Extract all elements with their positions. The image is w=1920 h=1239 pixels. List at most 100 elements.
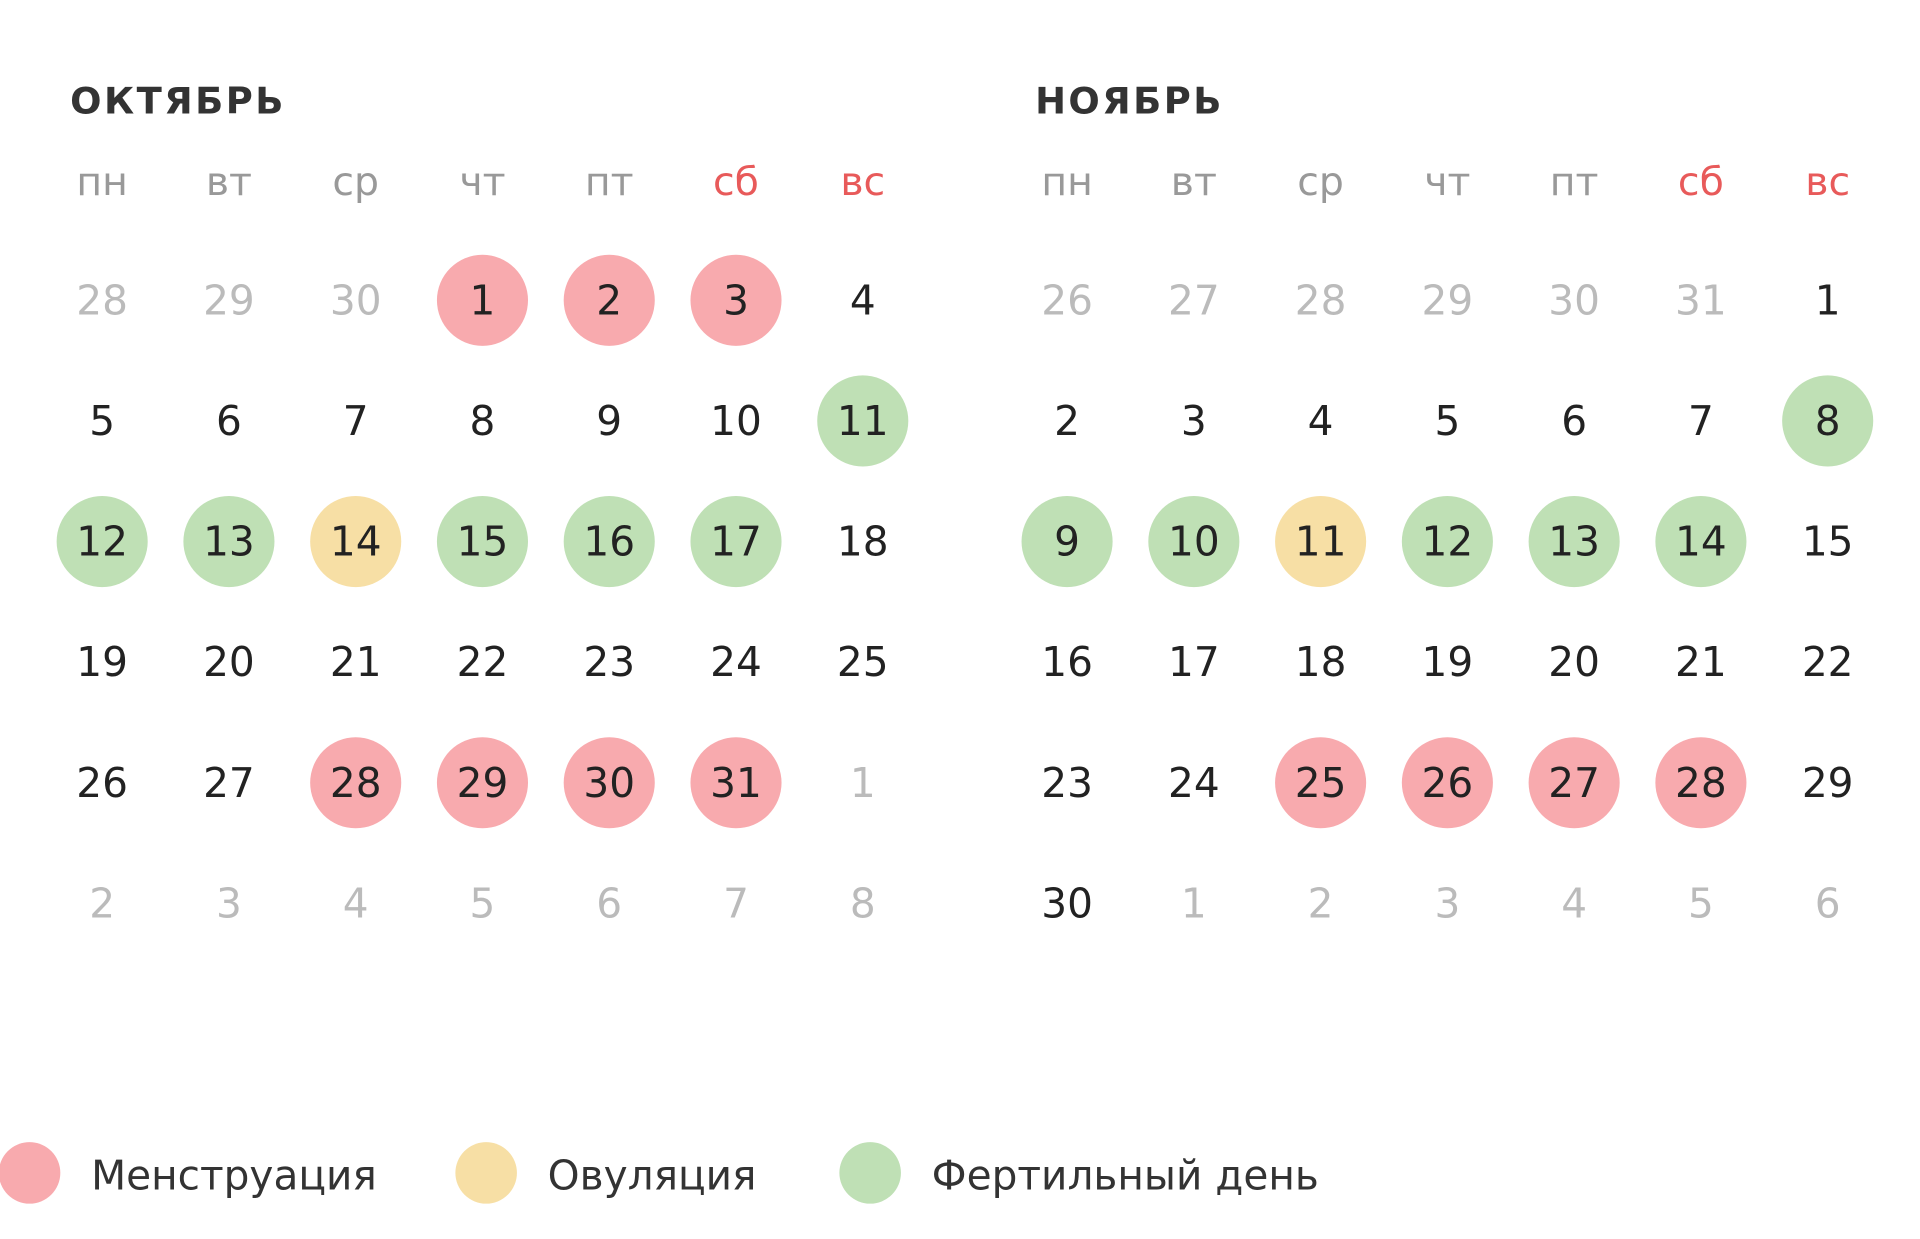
- day-marker: [183, 495, 275, 588]
- weekday-label: сб: [713, 159, 759, 205]
- day-number: 19: [1422, 638, 1474, 686]
- day-number: 4: [343, 879, 369, 927]
- day-number: 1: [1815, 276, 1841, 324]
- legend-swatch: [839, 1142, 901, 1204]
- day-number: 17: [1168, 638, 1220, 686]
- day-number: 28: [1675, 759, 1727, 807]
- weekday-label: чт: [459, 159, 505, 205]
- weekday-label: пт: [585, 159, 634, 205]
- day-marker: [563, 737, 655, 829]
- day-number: 15: [1802, 518, 1854, 566]
- day-number: 27: [203, 759, 255, 807]
- day-number: 11: [837, 397, 889, 445]
- day-number: 28: [76, 276, 128, 324]
- day-number: 22: [1802, 638, 1854, 686]
- month-title: ОКТЯБРЬ: [70, 79, 286, 122]
- day-number: 3: [1434, 879, 1460, 927]
- weekday-label: ср: [1297, 159, 1344, 205]
- day-number: 4: [1308, 397, 1334, 445]
- day-number: 7: [1688, 397, 1714, 445]
- day-number: 13: [1548, 518, 1600, 566]
- day-number: 27: [1548, 759, 1600, 807]
- day-number: 9: [596, 397, 622, 445]
- day-number: 24: [1168, 759, 1220, 807]
- day-number: 26: [1041, 276, 1093, 324]
- day-number: 12: [76, 518, 128, 566]
- day-number: 20: [1548, 638, 1600, 686]
- day-number: 19: [76, 638, 128, 686]
- day-number: 26: [1422, 759, 1474, 807]
- day-marker: [1275, 737, 1367, 829]
- day-number: 26: [76, 759, 128, 807]
- day-number: 2: [1054, 397, 1080, 445]
- day-number: 10: [1168, 518, 1220, 566]
- day-number: 5: [1434, 397, 1460, 445]
- day-number: 5: [1688, 879, 1714, 927]
- legend-label: Менструация: [91, 1151, 377, 1199]
- day-number: 28: [1295, 276, 1347, 324]
- day-number: 4: [1561, 879, 1587, 927]
- day-marker: [690, 254, 782, 346]
- day-number: 3: [1181, 397, 1207, 445]
- day-number: 6: [1815, 879, 1841, 927]
- day-number: 23: [583, 638, 635, 686]
- day-marker: [56, 495, 148, 588]
- day-number: 4: [850, 276, 876, 324]
- day-marker: [1782, 375, 1874, 467]
- day-number: 25: [837, 638, 889, 686]
- day-marker: [1148, 495, 1240, 588]
- weekday-label: чт: [1424, 159, 1470, 205]
- day-number: 16: [1041, 638, 1093, 686]
- day-number: 30: [1041, 879, 1093, 927]
- day-number: 7: [343, 397, 369, 445]
- day-number: 29: [457, 759, 509, 807]
- weekday-label: сб: [1678, 159, 1724, 205]
- day-number: 1: [1181, 879, 1207, 927]
- day-number: 17: [710, 518, 762, 566]
- day-number: 2: [596, 276, 622, 324]
- legend-swatch: [0, 1142, 61, 1204]
- legend-label: Фертильный день: [932, 1151, 1319, 1199]
- legend-swatch: [455, 1142, 517, 1204]
- day-marker: [1655, 495, 1747, 588]
- day-number: 3: [723, 276, 749, 324]
- weekday-label: вт: [206, 159, 252, 205]
- weekday-label: вс: [1805, 159, 1850, 205]
- weekday-label: пт: [1550, 159, 1599, 205]
- day-number: 21: [330, 638, 382, 686]
- day-number: 3: [216, 879, 242, 927]
- day-number: 8: [850, 879, 876, 927]
- day-number: 2: [1308, 879, 1334, 927]
- day-marker: [1528, 495, 1620, 588]
- day-number: 12: [1422, 518, 1474, 566]
- day-number: 27: [1168, 276, 1220, 324]
- day-number: 9: [1054, 518, 1080, 566]
- day-number: 15: [457, 518, 509, 566]
- day-number: 24: [710, 638, 762, 686]
- day-number: 8: [470, 397, 496, 445]
- legend-label: Овуляция: [548, 1151, 757, 1199]
- day-number: 1: [470, 276, 496, 324]
- day-number: 14: [330, 518, 382, 566]
- day-number: 2: [89, 879, 115, 927]
- day-number: 31: [1675, 276, 1727, 324]
- day-marker: [817, 375, 909, 467]
- day-number: 1: [850, 759, 876, 807]
- day-number: 29: [1802, 759, 1854, 807]
- day-marker: [1401, 737, 1493, 829]
- day-number: 22: [457, 638, 509, 686]
- day-marker: [1401, 495, 1493, 588]
- day-number: 5: [470, 879, 496, 927]
- weekday-label: вт: [1171, 159, 1217, 205]
- day-number: 6: [1561, 397, 1587, 445]
- weekday-label: пн: [1041, 159, 1093, 205]
- day-marker: [563, 495, 655, 588]
- day-marker: [436, 737, 529, 829]
- day-number: 11: [1295, 518, 1347, 566]
- day-number: 18: [837, 518, 889, 566]
- day-marker: [436, 254, 529, 346]
- day-marker: [1528, 737, 1620, 829]
- day-marker: [1021, 495, 1113, 588]
